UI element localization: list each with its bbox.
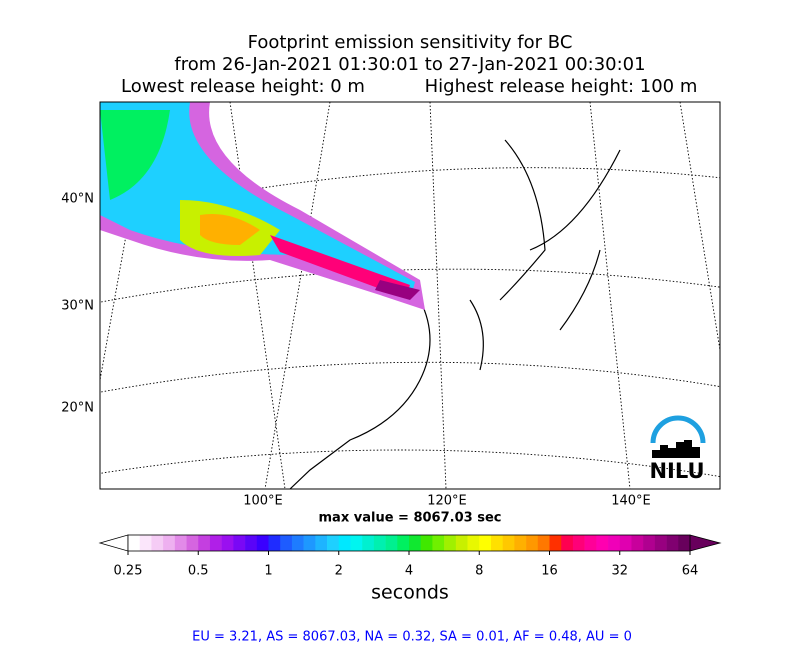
colorbar-swatch [561, 535, 574, 551]
colorbar-swatch [444, 535, 457, 551]
colorbar-swatch [432, 535, 445, 551]
colorbar-swatch [420, 535, 433, 551]
colorbar-swatch [479, 535, 492, 551]
lat-label: 40°N [61, 192, 94, 207]
colorbar-swatch [654, 535, 667, 551]
colorbar-tick-label: 16 [541, 564, 558, 579]
colorbar-swatch [362, 535, 375, 551]
colorbar-swatch [338, 535, 351, 551]
footprint-plume [100, 102, 425, 310]
colorbar-swatch [350, 535, 363, 551]
colorbar-swatch [385, 535, 398, 551]
colorbar-swatch [245, 535, 258, 551]
colorbar-swatch [291, 535, 304, 551]
colorbar: 0.25 0.5 1 2 4 8 16 32 64 [98, 534, 722, 579]
colorbar-swatch [128, 535, 141, 551]
colorbar-tick-label: 32 [611, 564, 628, 579]
lon-label: 140°E [611, 494, 651, 509]
colorbar-swatch [139, 535, 152, 551]
title-line: Footprint emission sensitivity for BC [248, 32, 573, 53]
logo-text: NILU [649, 459, 704, 483]
colorbar-tick-label: 0.5 [188, 564, 209, 579]
colorbar-swatch [537, 535, 550, 551]
colorbar-swatch [409, 535, 422, 551]
colorbar-tick-label: 64 [682, 564, 699, 579]
colorbar-swatch [268, 535, 281, 551]
colorbar-swatch [666, 535, 679, 551]
coastline [289, 139, 621, 489]
colorbar-swatch [174, 535, 187, 551]
max-value: max value = 8067.03 sec [319, 511, 502, 526]
region-stats: EU = 3.21, AS = 8067.03, NA = 0.32, SA =… [192, 630, 632, 645]
logo: NILU [649, 415, 706, 483]
lon-label: 100°E [243, 494, 283, 509]
colorbar-swatch [151, 535, 164, 551]
map-frame [99, 101, 721, 490]
colorbar-swatch [467, 535, 480, 551]
colorbar-swatch [631, 535, 644, 551]
colorbar-swatch [256, 535, 269, 551]
colorbar-swatch [280, 535, 293, 551]
colorbar-swatch [514, 535, 527, 551]
colorbar-tick-label: 1 [264, 564, 272, 579]
colorbar-swatch [619, 535, 632, 551]
map [100, 102, 720, 489]
colorbar-swatch [584, 535, 597, 551]
colorbar-swatch [549, 535, 562, 551]
colorbar-swatch [502, 535, 515, 551]
colorbar-swatch [490, 535, 503, 551]
colorbar-swatch [608, 535, 621, 551]
colorbar-swatch [221, 535, 234, 551]
title-line: from 26-Jan-2021 01:30:01 to 27-Jan-2021… [174, 54, 645, 75]
colorbar-tick-label: 8 [475, 564, 483, 579]
lon-label: 120°E [427, 494, 467, 509]
colorbar-extend-high [689, 534, 722, 552]
colorbar-swatch [315, 535, 328, 551]
colorbar-swatch [455, 535, 468, 551]
colorbar-extend-low [98, 534, 129, 552]
lat-label: 30°N [61, 299, 94, 314]
colorbar-swatch [198, 535, 211, 551]
colorbar-swatch [327, 535, 340, 551]
colorbar-swatch [233, 535, 246, 551]
colorbar-swatch [303, 535, 316, 551]
colorbar-swatch [572, 535, 585, 551]
colorbar-swatch [643, 535, 656, 551]
colorbar-label: seconds [371, 582, 449, 604]
colorbar-swatch [163, 535, 176, 551]
colorbar-swatch [397, 535, 410, 551]
colorbar-swatch [186, 535, 199, 551]
colorbar-swatch [209, 535, 222, 551]
colorbar-swatch [373, 535, 386, 551]
colorbar-swatch [526, 535, 539, 551]
colorbar-tick-label: 4 [405, 564, 413, 579]
title-line: Highest release height: 100 m [425, 76, 698, 97]
colorbar-swatch [678, 535, 691, 551]
title-line: Lowest release height: 0 m [121, 76, 365, 97]
colorbar-tick-label: 2 [335, 564, 343, 579]
colorbar-swatch [596, 535, 609, 551]
colorbar-tick-label: 0.25 [114, 564, 143, 579]
lat-label: 20°N [61, 401, 94, 416]
